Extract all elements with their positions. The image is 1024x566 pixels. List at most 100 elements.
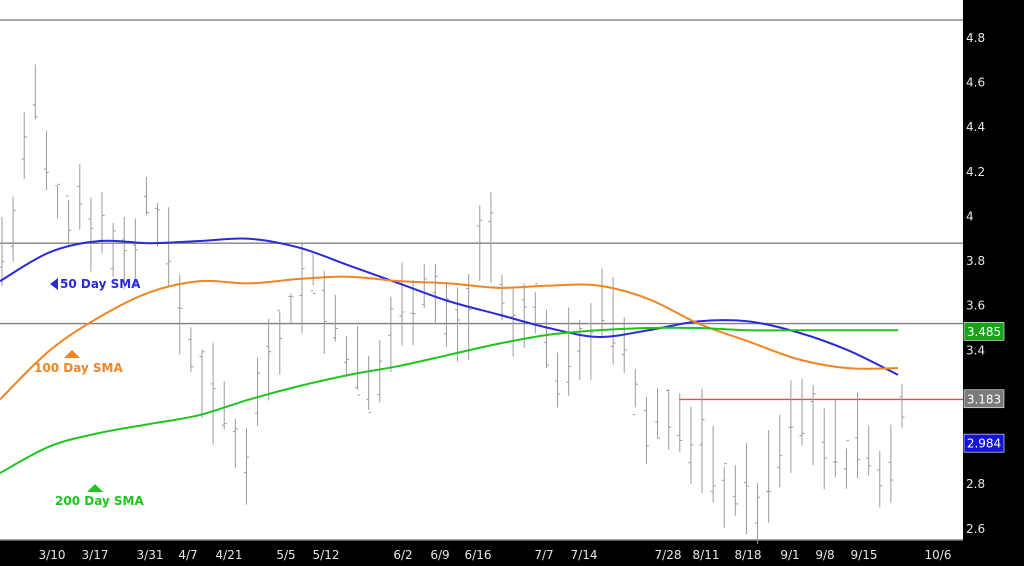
- y-tick-label: 3.6: [966, 299, 985, 313]
- y-tick-label: 2.8: [966, 477, 985, 491]
- x-tick-label: 4/21: [216, 548, 243, 562]
- ohlc-bar: [588, 303, 594, 380]
- ohlc-bar: [666, 389, 672, 450]
- ohlc-bar: [343, 336, 349, 378]
- x-tick-label: 4/7: [178, 548, 197, 562]
- ohlc-bar: [399, 262, 405, 346]
- ohlc-bar: [232, 418, 238, 469]
- ohlc-bar: [788, 380, 794, 473]
- ohlc-bar: [255, 357, 261, 426]
- sma-line-50-day-sma: [0, 237, 899, 376]
- ohlc-bar: [655, 388, 661, 439]
- ohlc-bar: [799, 378, 805, 446]
- x-tick-label: 6/2: [393, 548, 412, 562]
- ohlc-bar: [577, 319, 583, 380]
- price-tag-value: 3.485: [967, 325, 1001, 339]
- ohlc-bar: [277, 309, 283, 375]
- sma-line-100-day-sma: [0, 275, 899, 401]
- ohlc-bar: [621, 317, 627, 373]
- sma-label: 200 Day SMA: [55, 494, 145, 508]
- price-tag: [963, 433, 1005, 453]
- price-tag-value: 2.984: [967, 437, 1001, 451]
- ohlc-bar: [688, 406, 694, 484]
- sma-marker-icon: [87, 484, 103, 492]
- ohlc-bar: [599, 268, 605, 336]
- ohlc-bar: [388, 296, 394, 373]
- ohlc-bar: [143, 176, 149, 216]
- ohlc-bar: [155, 203, 161, 247]
- sma-marker-icon: [50, 278, 58, 290]
- ohlc-bar: [866, 425, 872, 476]
- y-tick-label: 4.2: [966, 165, 985, 179]
- ohlc-bar: [443, 282, 449, 347]
- x-tick-label: 3/31: [137, 548, 164, 562]
- ohlc-bar: [221, 381, 227, 430]
- ohlc-bar: [877, 451, 883, 508]
- ohlc-bar: [310, 253, 316, 295]
- x-tick-label: 6/9: [430, 548, 449, 562]
- ohlc-bar: [332, 294, 338, 342]
- ohlc-bar: [132, 218, 138, 286]
- ohlc-bar: [166, 207, 172, 287]
- y-tick-label: 4.6: [966, 76, 985, 90]
- ohlc-bar: [43, 130, 49, 191]
- ohlc-bar: [766, 430, 772, 523]
- ohlc-bar: [521, 283, 527, 348]
- ohlc-bar: [66, 195, 72, 248]
- ohlc-bar: [555, 352, 561, 408]
- ohlc-bar: [99, 192, 105, 254]
- y-tick-label: 3.8: [966, 254, 985, 268]
- ohlc-bar: [821, 408, 827, 490]
- ohlc-bar: [288, 293, 294, 324]
- ohlc-bar: [477, 205, 483, 282]
- ohlc-bar: [177, 274, 183, 355]
- ohlc-bar: [488, 192, 494, 283]
- x-tick-label: 9/15: [851, 548, 878, 562]
- ohlc-bar: [732, 465, 738, 516]
- ohlc-bar: [321, 270, 327, 354]
- ohlc-bar: [410, 279, 416, 346]
- ohlc-bar: [888, 424, 894, 503]
- x-tick-label: 3/17: [82, 548, 109, 562]
- ohlc-bar: [210, 342, 216, 445]
- y-tick-label: 4: [966, 209, 974, 223]
- ohlc-bar: [121, 216, 127, 290]
- ohlc-bar: [777, 414, 783, 488]
- ohlc-bar: [366, 355, 372, 413]
- ohlc-bar: [510, 287, 516, 357]
- ohlc-bar: [499, 274, 505, 321]
- y-tick-label: 2.6: [966, 522, 985, 536]
- x-tick-label: 5/12: [313, 548, 340, 562]
- x-tick-label: 7/7: [534, 548, 553, 562]
- y-tick-label: 4.8: [966, 31, 985, 45]
- ohlc-bar: [899, 383, 905, 428]
- ohlc-bar: [610, 276, 616, 365]
- ohlc-bar: [421, 263, 427, 309]
- ohlc-bar: [632, 369, 638, 416]
- x-axis-panel: [0, 540, 1024, 566]
- price-tag: [963, 389, 1005, 409]
- ohlc-bar: [466, 274, 472, 361]
- sma-marker-icon: [64, 350, 80, 358]
- ohlc-bar: [755, 483, 761, 544]
- y-tick-label: 3.4: [966, 343, 985, 357]
- ohlc-bar: [810, 384, 816, 466]
- sma-label: 50 Day SMA: [60, 277, 141, 291]
- ohlc-bar: [721, 462, 727, 528]
- ohlc-bar: [743, 443, 749, 535]
- sma-label: 100 Day SMA: [34, 361, 124, 375]
- y-axis-panel: [963, 0, 1024, 566]
- ohlc-bar: [0, 216, 5, 287]
- sma-line-200-day-sma: [0, 326, 898, 474]
- plot-area: [0, 0, 963, 540]
- x-tick-label: 7/14: [571, 548, 598, 562]
- ohlc-bar: [377, 340, 383, 403]
- x-tick-label: 3/10: [39, 548, 66, 562]
- ohlc-bar: [110, 223, 116, 277]
- ohlc-bar: [199, 349, 205, 419]
- ohlc-bar: [455, 287, 461, 362]
- ohlc-bar: [77, 164, 83, 230]
- x-tick-label: 8/11: [693, 548, 720, 562]
- x-tick-label: 5/5: [276, 548, 295, 562]
